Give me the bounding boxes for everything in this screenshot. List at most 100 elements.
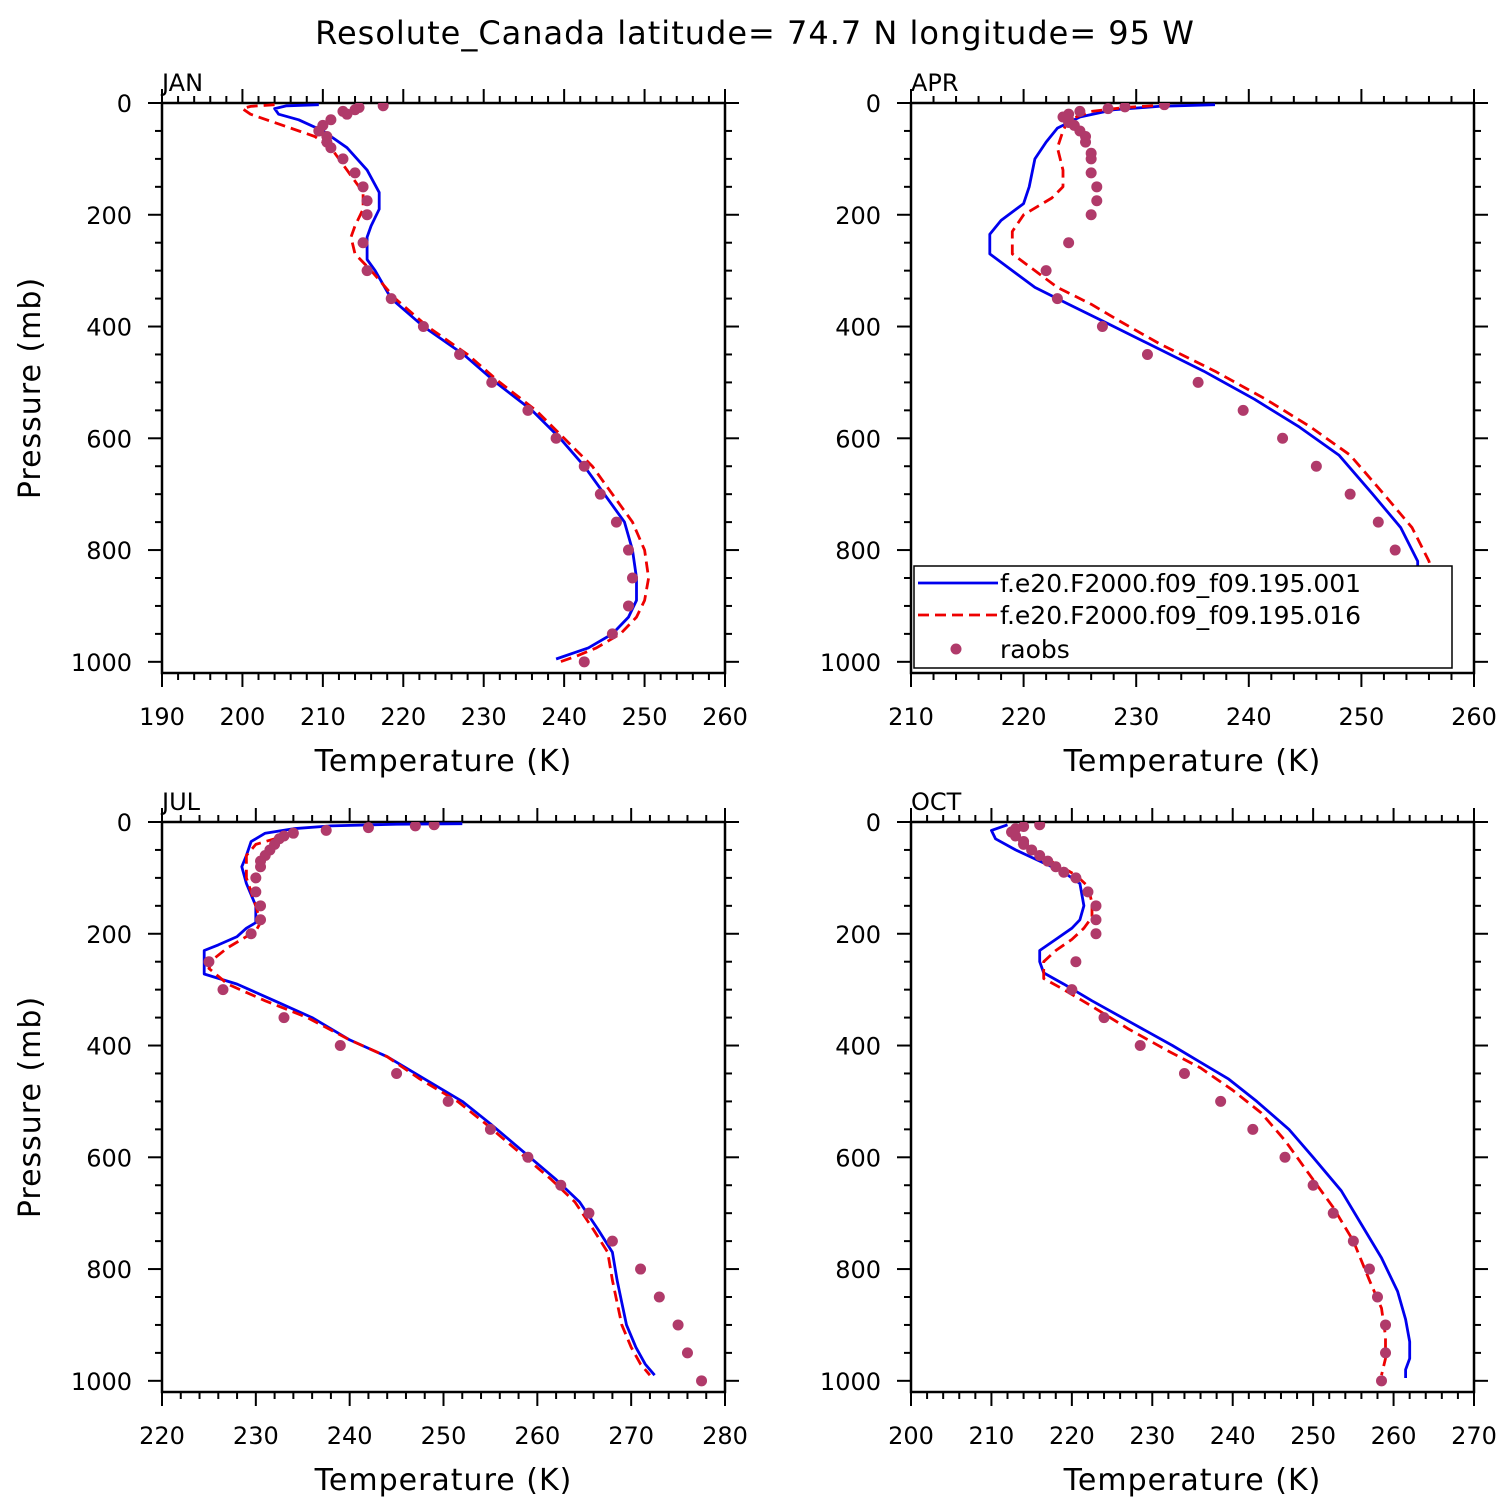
x-tick-label: 270 (1451, 1422, 1497, 1450)
raobs-point (255, 861, 267, 873)
x-tick-label: 220 (139, 1422, 185, 1450)
x-tick-label: 260 (1451, 703, 1497, 731)
raobs-point (1372, 516, 1384, 528)
raobs-point (1376, 1375, 1388, 1387)
y-tick-label: 0 (866, 90, 881, 118)
panel-apr: 210 220 230 240 250 260 0 200 400 600 800 1000 Tempe… (820, 69, 1497, 779)
x-tick-label: 260 (702, 703, 748, 731)
series-line-001 (273, 103, 638, 661)
y-axis-title: Pressure (mb) (13, 996, 48, 1218)
raobs-point (361, 195, 373, 207)
raobs-point (1277, 432, 1289, 444)
y-tick-label: 200 (835, 202, 881, 230)
raobs-point (606, 628, 618, 640)
raobs-point (1026, 844, 1038, 856)
raobs-point (454, 348, 466, 360)
x-tick-label: 240 (541, 703, 587, 731)
raobs-point (1042, 855, 1054, 867)
raobs-point (653, 1291, 665, 1303)
y-tick-label: 0 (866, 809, 881, 837)
x-tick-label: 200 (220, 703, 266, 731)
raobs-point (1141, 348, 1153, 360)
raobs-point (555, 1179, 567, 1191)
raobs-point (484, 1123, 496, 1135)
raobs-point (391, 1067, 403, 1079)
legend-entry-016: f.e20.F2000.f09_f09.195.016 (1000, 601, 1361, 630)
raobs-point (362, 822, 374, 834)
raobs-point (245, 928, 257, 940)
raobs-point (417, 321, 429, 333)
x-tick-label: 250 (1338, 703, 1384, 731)
x-tick-label: 220 (1001, 703, 1047, 731)
raobs-point (550, 432, 562, 444)
series-line-016 (240, 103, 650, 664)
x-tick-label: 230 (1129, 1422, 1175, 1450)
raobs-point (287, 827, 299, 839)
raobs-point (428, 822, 440, 831)
raobs-point (1096, 321, 1108, 333)
raobs-point (1085, 167, 1097, 179)
raobs-point (255, 914, 267, 926)
raobs-point (1091, 195, 1103, 207)
plot-area (240, 103, 650, 668)
y-tick-label: 800 (835, 537, 881, 565)
raobs-point (1090, 914, 1102, 926)
legend-swatch-raobs (950, 643, 962, 655)
y-tick-label: 600 (86, 425, 132, 453)
raobs-point (622, 600, 634, 612)
panel-label: JAN (160, 69, 203, 97)
raobs-point (1119, 103, 1131, 113)
x-tick-label: 210 (969, 1422, 1015, 1450)
raobs-point (1085, 209, 1097, 221)
y-tick-label: 200 (835, 921, 881, 949)
raobs-point (1018, 838, 1030, 850)
raobs-point (1102, 103, 1114, 115)
raobs-point (1134, 1040, 1146, 1052)
y-tick-label: 400 (835, 314, 881, 342)
raobs-point (349, 104, 361, 116)
y-tick-label: 0 (117, 90, 132, 118)
panels: 190 200 210 220 230 240 250 260 0 200 400 600 800 100… (13, 69, 1497, 1498)
raobs-point (1380, 1347, 1392, 1359)
panel-jan: 190 200 210 220 230 240 250 260 0 200 400 600 800 100… (13, 69, 748, 779)
raobs-point (1279, 1151, 1291, 1163)
raobs-point (578, 656, 590, 668)
raobs-point (1082, 886, 1094, 898)
raobs-point (1058, 866, 1070, 878)
raobs-point (250, 872, 262, 884)
raobs-point (320, 824, 332, 836)
legend-entry-001: f.e20.F2000.f09_f09.195.001 (1000, 569, 1361, 598)
legend: f.e20.F2000.f09_f09.195.001 f.e20.F2000.f… (913, 565, 1453, 669)
raobs-point (1070, 872, 1082, 884)
raobs-point (486, 376, 498, 388)
x-tick-label: 240 (1210, 1422, 1256, 1450)
x-tick-label: 250 (622, 703, 668, 731)
raobs-point (578, 460, 590, 472)
series-line-016 (1006, 829, 1387, 1376)
raobs-point (610, 516, 622, 528)
raobs-point (442, 1095, 454, 1107)
panel-jul: 220 230 240 250 260 270 280 0 200 400 600 800 1000 Te… (13, 788, 748, 1498)
raobs-point (627, 572, 639, 584)
raobs-point (1389, 544, 1401, 556)
raobs-point (1090, 900, 1102, 912)
raobs-point (341, 108, 353, 120)
plot-frame (909, 101, 1476, 675)
y-tick-label: 600 (835, 425, 881, 453)
x-axis-title: Temperature (K) (1063, 744, 1322, 779)
series-line-001 (202, 822, 656, 1377)
x-axis-title: Temperature (K) (314, 1463, 573, 1498)
raobs-point (357, 237, 369, 249)
raobs-point (349, 167, 361, 179)
raobs-point (250, 886, 262, 898)
x-tick-label: 250 (1290, 1422, 1336, 1450)
x-tick-label: 210 (300, 703, 346, 731)
raobs-point (1010, 830, 1022, 842)
raobs-point (1307, 1179, 1319, 1191)
raobs-point (1247, 1123, 1259, 1135)
y-tick-label: 1000 (71, 649, 132, 677)
raobs-point (278, 1012, 290, 1024)
raobs-point (1051, 293, 1063, 305)
raobs-point (1063, 237, 1075, 249)
raobs-point (1074, 105, 1086, 117)
